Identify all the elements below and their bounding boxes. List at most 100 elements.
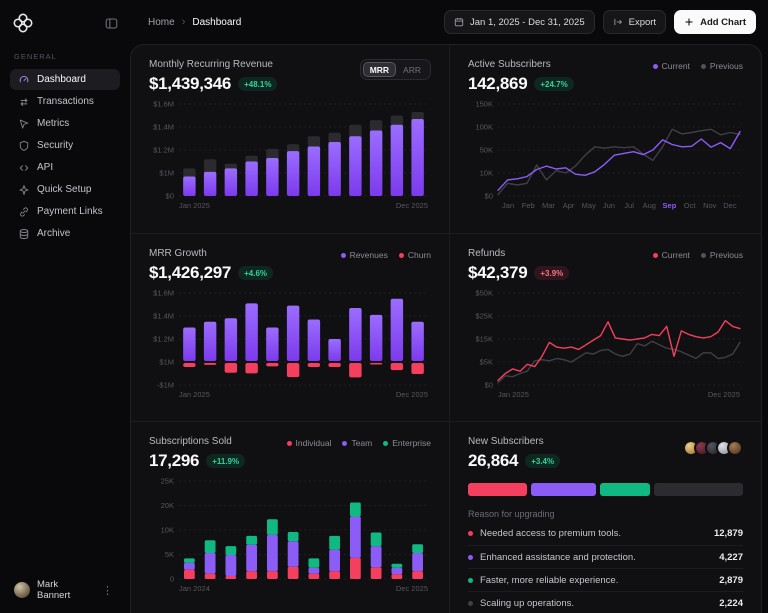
card-title: MRR Growth bbox=[149, 248, 207, 259]
swap-icon bbox=[20, 97, 28, 106]
reason-label: Faster, more reliable experience. bbox=[480, 574, 619, 586]
date-range-button[interactable]: Jan 1, 2025 - Dec 31, 2025 bbox=[444, 10, 595, 34]
card-active-subscribers: Active Subscribers 142,869 +24.7% Curren… bbox=[450, 45, 761, 234]
card-mrr-growth: MRR Growth $1,426,297 +4.6% Revenues Chu… bbox=[131, 234, 450, 422]
svg-text:Apr: Apr bbox=[563, 201, 575, 210]
revenue-bar bbox=[369, 314, 383, 361]
link-icon bbox=[20, 206, 28, 217]
svg-text:10K: 10K bbox=[161, 526, 174, 535]
enterprise-segment bbox=[412, 544, 424, 554]
sidebar-item-metrics[interactable]: Metrics bbox=[10, 113, 120, 134]
breadcrumb-home[interactable]: Home bbox=[148, 16, 175, 28]
change-badge: +4.6% bbox=[238, 266, 273, 280]
sidebar-item-quick-setup[interactable]: Quick Setup bbox=[10, 179, 120, 200]
individual-segment bbox=[266, 571, 278, 579]
toggle-arr[interactable]: ARR bbox=[403, 64, 421, 75]
svg-text:50K: 50K bbox=[480, 146, 493, 155]
sidebar-item-transactions[interactable]: Transactions bbox=[10, 91, 120, 112]
toggle-mrr[interactable]: MRR bbox=[362, 62, 397, 77]
svg-text:Jan 2025: Jan 2025 bbox=[179, 390, 210, 399]
card-monthly-recurring-revenue: Monthly Recurring Revenue $1,439,346 +48… bbox=[131, 45, 450, 234]
reason-dot bbox=[468, 577, 473, 583]
enterprise-segment bbox=[246, 535, 258, 545]
svg-text:Sep: Sep bbox=[663, 201, 677, 210]
change-badge: +24.7% bbox=[534, 77, 574, 91]
user-menu[interactable]: Mark Bannert ⋮ bbox=[10, 577, 120, 603]
sidebar-item-label: Quick Setup bbox=[37, 184, 92, 195]
legend-individual[interactable]: Individual bbox=[286, 438, 331, 448]
breadcrumb: Home › Dashboard bbox=[148, 16, 444, 28]
churn-bar bbox=[245, 363, 258, 374]
legend-revenues[interactable]: Revenues bbox=[340, 250, 388, 260]
svg-text:Jan 2025: Jan 2025 bbox=[179, 201, 210, 210]
card-new-subscribers: New Subscribers 26,864 +3.4% Reason for … bbox=[450, 422, 761, 613]
bar bbox=[266, 158, 279, 196]
legend-previous[interactable]: Previous bbox=[700, 250, 743, 260]
revenue-bar bbox=[411, 321, 424, 361]
reason-row: Needed access to premium tools. 12,879 bbox=[468, 522, 743, 545]
change-badge: +11.9% bbox=[206, 454, 246, 468]
svg-text:May: May bbox=[582, 201, 596, 210]
sidebar-item-archive[interactable]: Archive bbox=[10, 223, 120, 244]
card-title: Active Subscribers bbox=[468, 59, 551, 70]
sidebar-collapse-icon[interactable] bbox=[105, 17, 118, 30]
team-segment bbox=[349, 516, 361, 558]
svg-text:0: 0 bbox=[170, 575, 174, 584]
gauge-icon bbox=[19, 75, 29, 82]
user-kebab-icon[interactable]: ⋮ bbox=[102, 584, 113, 597]
svg-text:Mar: Mar bbox=[542, 201, 555, 210]
individual-segment bbox=[287, 566, 299, 579]
add-chart-button[interactable]: Add Chart bbox=[674, 10, 756, 34]
legend-previous[interactable]: Previous bbox=[700, 61, 743, 71]
svg-text:Oct: Oct bbox=[684, 201, 697, 210]
user-avatar bbox=[14, 582, 30, 598]
svg-text:Jul: Jul bbox=[624, 201, 634, 210]
reason-value: 2,879 bbox=[719, 574, 743, 586]
svg-text:$1.6M: $1.6M bbox=[153, 289, 174, 298]
legend-current[interactable]: Current bbox=[652, 250, 690, 260]
sidebar-item-label: Archive bbox=[37, 228, 71, 239]
sidebar-item-api[interactable]: API bbox=[10, 157, 120, 178]
calendar-icon bbox=[454, 17, 464, 27]
team-segment bbox=[204, 553, 216, 574]
sidebar-item-label: Transactions bbox=[37, 96, 94, 107]
svg-text:5K: 5K bbox=[165, 550, 174, 559]
change-badge: +3.9% bbox=[534, 266, 570, 280]
svg-text:25K: 25K bbox=[161, 477, 174, 486]
legend-churn[interactable]: Churn bbox=[398, 250, 431, 260]
sidebar-item-dashboard[interactable]: Dashboard bbox=[10, 69, 120, 90]
change-badge: +48.1% bbox=[238, 77, 278, 91]
individual-segment bbox=[246, 571, 258, 579]
team-segment bbox=[391, 567, 403, 575]
individual-segment bbox=[370, 567, 382, 579]
legend: Revenues Churn bbox=[340, 250, 431, 260]
mrr-arr-toggle: MRR ARR bbox=[359, 59, 431, 80]
plus-icon bbox=[684, 17, 694, 27]
legend-current[interactable]: Current bbox=[652, 61, 690, 71]
bar-cap bbox=[390, 115, 404, 127]
team-segment bbox=[329, 549, 341, 572]
churn-bar bbox=[307, 363, 321, 368]
sidebar-item-payment-links[interactable]: Payment Links bbox=[10, 201, 120, 222]
individual-segment bbox=[225, 576, 237, 579]
legend-enterprise[interactable]: Enterprise bbox=[383, 438, 431, 448]
revenue-bar bbox=[203, 321, 217, 361]
enterprise-segment bbox=[183, 558, 195, 563]
reason-label: Enhanced assistance and protection. bbox=[480, 551, 636, 563]
bar bbox=[349, 136, 362, 196]
active-subscribers-line-chart: $0 10K 50K 100K 150K Jan Feb Mar Apr May Jun Jul Aug… bbox=[468, 98, 743, 210]
individual-segment bbox=[204, 573, 216, 579]
legend-team[interactable]: Team bbox=[342, 438, 372, 448]
bar-cap bbox=[328, 132, 341, 144]
sidebar-item-security[interactable]: Security bbox=[10, 135, 120, 156]
revenue-bar bbox=[349, 307, 362, 361]
svg-text:$0: $0 bbox=[485, 381, 493, 390]
revenue-bar bbox=[224, 318, 238, 361]
subscriptions-sold-svg: 0 5K 10K 20K 25K Jan 2024 Dec 2025 bbox=[161, 477, 428, 593]
churn-bar bbox=[224, 363, 238, 373]
bar-cap bbox=[411, 112, 424, 121]
export-button[interactable]: Export bbox=[602, 10, 667, 34]
refunds-line-chart: $0 $5K $15K $25K $50K Jan 2025 Dec 2025 bbox=[468, 287, 743, 399]
archive-icon bbox=[19, 228, 29, 239]
reason-list: Needed access to premium tools. 12,879 Enh… bbox=[468, 522, 743, 613]
